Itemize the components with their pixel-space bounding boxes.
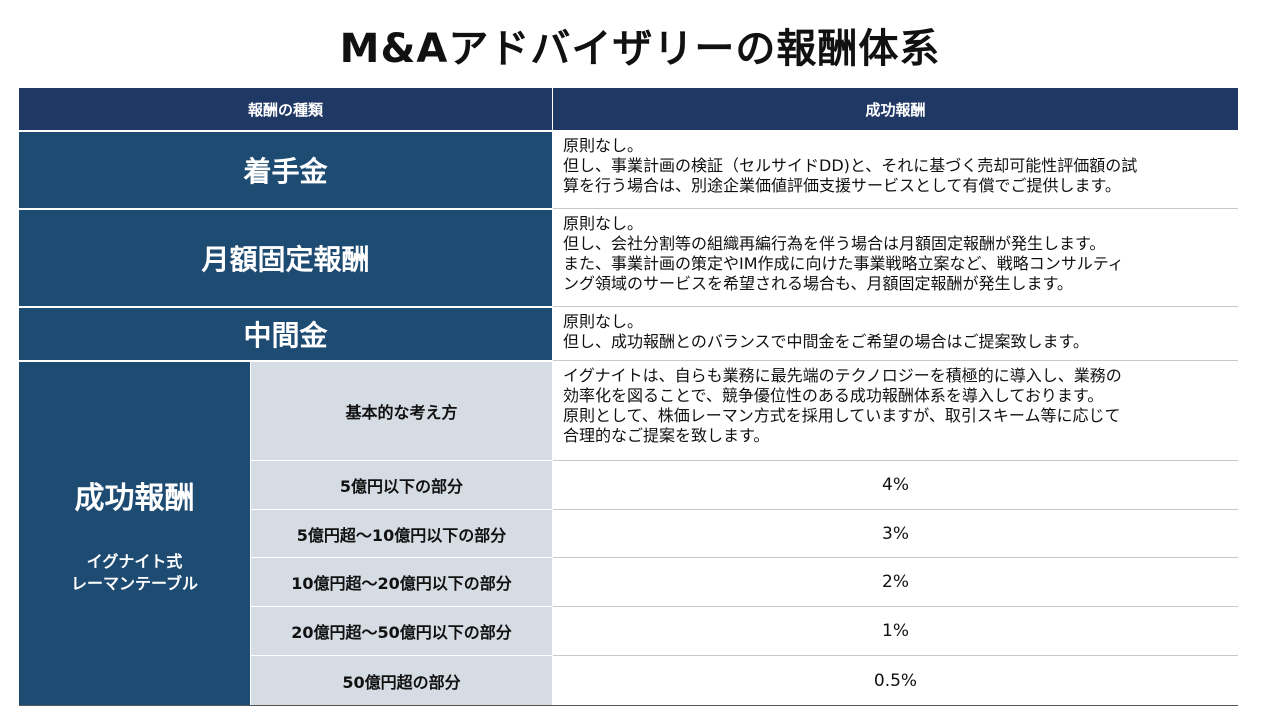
desc-line: 原則なし。 xyxy=(563,312,644,331)
basic-concept-label-text: 基本的な考え方 xyxy=(345,403,458,422)
row-interim-fee-label: 中間金 xyxy=(19,308,552,360)
row-divider xyxy=(553,360,1238,361)
tier-label: 10億円超～20億円以下の部分 xyxy=(251,558,552,606)
header-fee-type: 報酬の種類 xyxy=(19,88,552,130)
row-divider xyxy=(553,509,1238,510)
row-retainer-description: 原則なし。 但し、事業計画の検証（セルサイドDD)と、それに基づく売却可能性評価… xyxy=(553,132,1238,208)
header-success-fee: 成功報酬 xyxy=(553,88,1238,130)
row-retainer-label-text: 着手金 xyxy=(243,155,328,188)
basic-concept-label: 基本的な考え方 xyxy=(251,362,552,460)
desc-line: イグナイトは、自らも業務に最先端のテクノロジーを積極的に導入し、業務の xyxy=(563,366,1122,385)
desc-line: 原則なし。 xyxy=(563,136,644,155)
basic-concept-description: イグナイトは、自らも業務に最先端のテクノロジーを積極的に導入し、業務の 効率化を… xyxy=(553,362,1238,460)
desc-line: ング領域のサービスを希望される場合も、月額固定報酬が発生します。 xyxy=(563,274,1073,293)
tier-rate-text: 2% xyxy=(882,572,909,592)
row-divider xyxy=(553,460,1238,461)
header-fee-type-label: 報酬の種類 xyxy=(247,100,323,119)
desc-line: 原則として、株価レーマン方式を採用していますが、取引スキーム等に応じて xyxy=(563,406,1121,425)
tier-label: 20億円超～50億円以下の部分 xyxy=(251,607,552,655)
tier-label: 5億円超～10億円以下の部分 xyxy=(251,510,552,557)
desc-line: 但し、成功報酬とのバランスで中間金をご希望の場合はご提案致します。 xyxy=(563,332,1089,351)
tier-rate: 0.5% xyxy=(553,656,1238,705)
desc-line: 但し、事業計画の検証（セルサイドDD)と、それに基づく売却可能性評価額の試 xyxy=(563,156,1138,175)
lehman-table-label-line2: レーマンテーブル xyxy=(70,573,199,593)
desc-line: 合理的なご提案を致します。 xyxy=(563,426,770,445)
tier-rate: 1% xyxy=(553,607,1238,655)
lehman-table-label-line1: イグナイト式 xyxy=(86,551,183,571)
desc-line: また、事業計画の策定やIM作成に向けた事業戦略立案など、戦略コンサルティ xyxy=(563,254,1124,273)
row-interim-fee-description: 原則なし。 但し、成功報酬とのバランスで中間金をご希望の場合はご提案致します。 xyxy=(553,308,1238,360)
tier-rate: 4% xyxy=(553,461,1238,509)
tier-rate-text: 3% xyxy=(882,523,909,544)
tier-rate: 2% xyxy=(553,558,1238,606)
row-interim-fee-label-text: 中間金 xyxy=(243,319,328,352)
desc-line: 原則なし。 xyxy=(563,214,644,233)
tier-rate: 3% xyxy=(553,510,1238,557)
tier-rate-text: 4% xyxy=(882,475,909,495)
tier-label-text: 50億円超の部分 xyxy=(342,672,461,692)
table-bottom-border xyxy=(19,705,1238,706)
success-fee-block: 成功報酬 イグナイト式 レーマンテーブル xyxy=(19,362,250,705)
tier-label: 50億円超の部分 xyxy=(251,656,552,705)
lehman-table-label: イグナイト式 レーマンテーブル xyxy=(71,551,198,595)
row-divider xyxy=(553,655,1238,656)
desc-line: 効率化を図ることで、競争優位性のある成功報酬体系を導入しております。 xyxy=(563,386,1104,405)
tier-rate-text: 1% xyxy=(882,621,909,641)
tier-label: 5億円以下の部分 xyxy=(251,461,552,509)
row-monthly-fee-label: 月額固定報酬 xyxy=(19,210,552,306)
tier-label-text: 20億円超～50億円以下の部分 xyxy=(291,623,512,642)
row-monthly-fee-description: 原則なし。 但し、会社分割等の組織再編行為を伴う場合は月額固定報酬が発生します。… xyxy=(553,210,1238,306)
desc-line: 但し、会社分割等の組織再編行為を伴う場合は月額固定報酬が発生します。 xyxy=(563,234,1106,253)
tier-label-text: 5億円以下の部分 xyxy=(339,477,464,496)
tier-label-text: 10億円超～20億円以下の部分 xyxy=(291,574,512,593)
page-title: M&Aアドバイザリーの報酬体系 xyxy=(339,26,941,72)
tier-rate-text: 0.5% xyxy=(873,670,918,691)
header-success-fee-label: 成功報酬 xyxy=(865,100,926,119)
row-divider xyxy=(553,306,1238,307)
desc-line: 算を行う場合は、別途企業価値評価支援サービスとして有償でご提供します。 xyxy=(563,176,1121,195)
row-retainer-label: 着手金 xyxy=(19,132,552,208)
row-divider xyxy=(553,606,1238,607)
success-fee-label: 成功報酬 xyxy=(74,480,195,516)
row-divider xyxy=(553,557,1238,558)
row-monthly-fee-label-text: 月額固定報酬 xyxy=(201,243,370,276)
tier-label-text: 5億円超～10億円以下の部分 xyxy=(296,525,507,545)
row-divider xyxy=(553,208,1238,209)
